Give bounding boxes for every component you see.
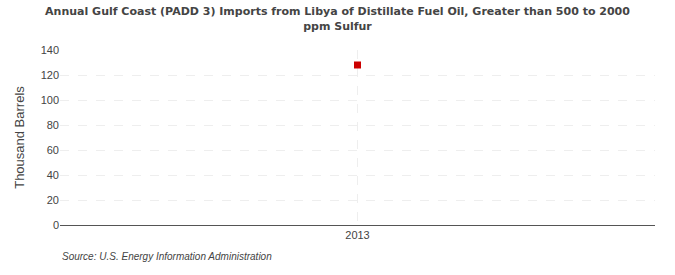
- svg-text:Annual Gulf Coast (PADD 3) Imp: Annual Gulf Coast (PADD 3) Imports from …: [45, 5, 630, 32]
- svg-text:20: 20: [47, 194, 59, 206]
- svg-text:80: 80: [47, 119, 59, 131]
- svg-text:2013: 2013: [345, 229, 369, 241]
- svg-text:60: 60: [47, 144, 59, 156]
- svg-text:Thousand Barrels: Thousand Barrels: [12, 86, 27, 189]
- svg-text:140: 140: [41, 44, 59, 56]
- svg-text:40: 40: [47, 169, 59, 181]
- svg-text:100: 100: [41, 94, 59, 106]
- svg-text:120: 120: [41, 69, 59, 81]
- svg-text:Source: U.S. Energy Informatio: Source: U.S. Energy Information Administ…: [62, 251, 272, 262]
- svg-text:0: 0: [53, 219, 59, 231]
